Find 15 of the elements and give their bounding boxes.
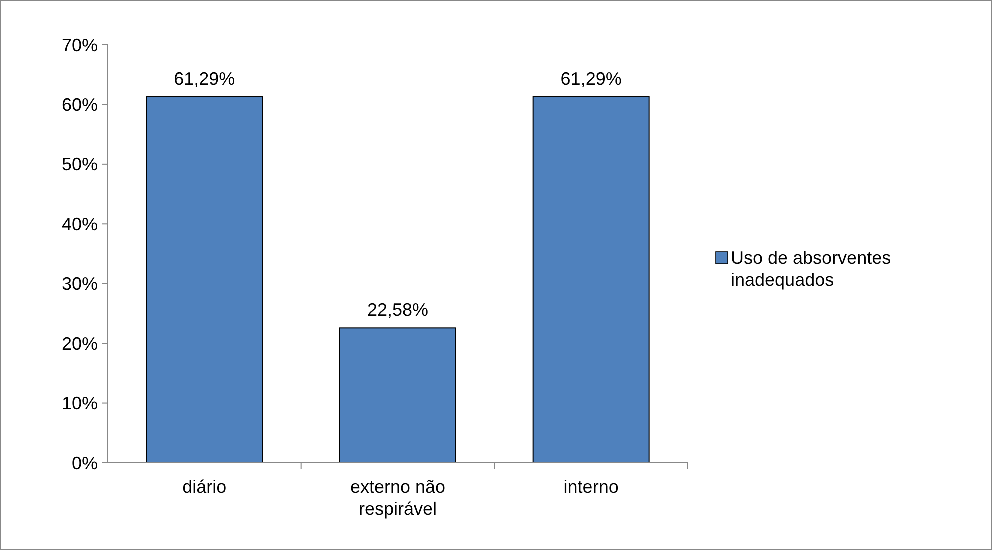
x-tick-label: externo não respirável bbox=[350, 477, 446, 519]
y-tick-label: 70% bbox=[62, 35, 98, 56]
y-tick-label: 40% bbox=[62, 214, 98, 234]
y-tick-label: 60% bbox=[62, 95, 98, 116]
x-tick-label: diário bbox=[182, 477, 227, 497]
x-tick-label: interno bbox=[564, 477, 619, 497]
y-tick-label: 20% bbox=[62, 334, 98, 354]
y-tick-label: 50% bbox=[62, 154, 98, 175]
data-label: 61,29% bbox=[174, 69, 236, 90]
y-tick-label: 30% bbox=[62, 274, 98, 294]
data-label: 22,58% bbox=[367, 300, 429, 320]
y-tick-label: 10% bbox=[62, 394, 98, 414]
data-label: 61,29% bbox=[560, 69, 622, 90]
legend-label: Uso de absorventes inadequados bbox=[731, 248, 892, 290]
y-tick-label: 0% bbox=[72, 453, 98, 474]
